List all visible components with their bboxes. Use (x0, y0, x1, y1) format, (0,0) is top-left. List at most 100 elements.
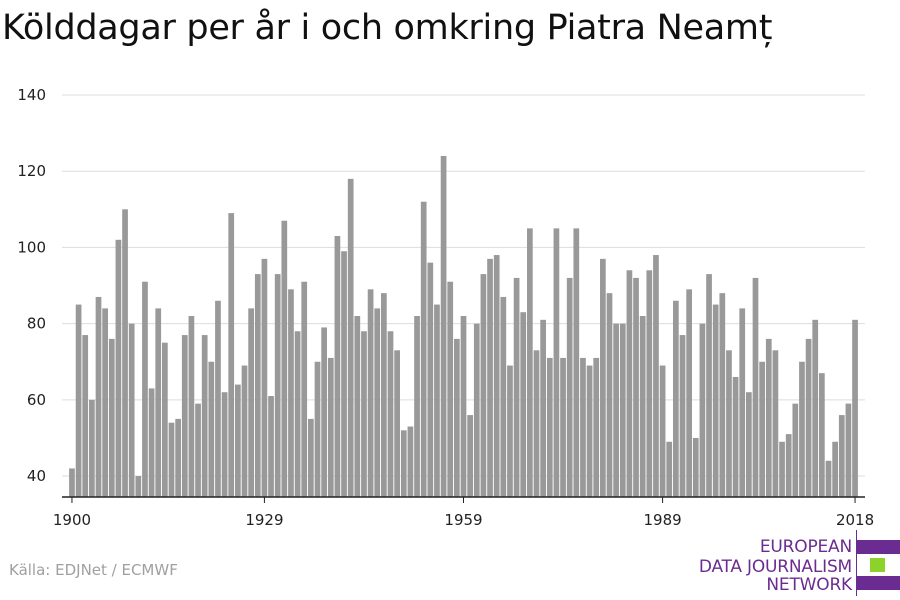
bar-1917 (181, 335, 188, 497)
logo-line-1: EUROPEAN (759, 537, 852, 557)
x-axis-ticks: 1900 1929 1959 1989 2018 (53, 497, 874, 529)
bar-1972 (546, 357, 553, 497)
x-tick-label: 2018 (836, 511, 874, 529)
bar-1937 (314, 361, 321, 497)
bar-1960 (467, 415, 473, 497)
bar-1978 (586, 365, 593, 497)
bar-1968 (520, 312, 527, 497)
bar-1973 (553, 228, 560, 498)
bar-1929 (261, 258, 268, 497)
bar-1956 (440, 155, 447, 497)
bar-1967 (513, 277, 520, 497)
y-axis-ticks: 40 60 80 100 120 140 (17, 86, 46, 485)
bar-1963 (487, 258, 493, 497)
y-tick-label: 140 (17, 86, 46, 104)
bar-1950 (400, 430, 407, 497)
bar-1988 (653, 255, 659, 497)
bar-1927 (248, 308, 254, 497)
bar-1993 (686, 289, 692, 497)
bar-1970 (533, 350, 540, 497)
bar-1996 (706, 274, 712, 497)
bar-2009 (792, 403, 799, 497)
bar-1905 (102, 308, 108, 497)
bar-1911 (142, 281, 148, 497)
bar-1942 (347, 178, 354, 497)
bar-1991 (673, 300, 679, 497)
bar-1962 (480, 274, 487, 497)
bar-1924 (228, 213, 235, 497)
bar-1987 (646, 270, 653, 497)
bar-1913 (155, 308, 162, 497)
bar-1915 (168, 422, 175, 497)
bar-2017 (845, 403, 852, 497)
bar-1918 (188, 316, 195, 497)
logo-bar-bottom (856, 576, 900, 590)
x-tick-label: 1959 (444, 511, 482, 529)
bar-1947 (381, 293, 387, 497)
bar-2018 (852, 319, 858, 497)
logo-line-3: NETWORK (766, 575, 852, 595)
bar-1921 (208, 361, 215, 497)
bar-1912 (148, 388, 155, 497)
bar-2002 (746, 392, 752, 497)
bar-1908 (122, 209, 128, 497)
bar-1959 (460, 316, 467, 497)
bar-1931 (274, 274, 281, 497)
bar-2003 (752, 277, 759, 497)
bar-1935 (301, 281, 308, 497)
bar-1900 (69, 468, 75, 497)
bar-1934 (294, 331, 301, 497)
bar-1966 (507, 365, 513, 497)
y-tick-label: 100 (17, 238, 46, 256)
bar-1938 (321, 327, 327, 497)
bar-1945 (367, 289, 374, 497)
bar-1932 (281, 220, 288, 498)
bar-1985 (633, 277, 639, 497)
bar-1989 (659, 365, 666, 497)
bar-1916 (175, 418, 181, 497)
bar-1983 (619, 323, 626, 497)
bar-2005 (765, 338, 772, 497)
bar-1979 (593, 357, 600, 497)
bar-1961 (473, 323, 480, 497)
bar-1992 (679, 335, 686, 497)
bar-1957 (447, 281, 454, 497)
bar-1955 (434, 304, 440, 497)
bar-1903 (89, 399, 95, 497)
bar-1954 (427, 262, 434, 497)
bar-1941 (341, 251, 347, 497)
bar-1949 (394, 350, 400, 497)
bar-1951 (407, 426, 414, 497)
bar-1922 (215, 300, 221, 497)
bar-1958 (454, 338, 460, 497)
logo-divider (856, 530, 857, 596)
bar-1994 (692, 437, 699, 497)
bar-2012 (812, 319, 819, 497)
bar-1933 (288, 289, 294, 497)
logo-bar-middle (870, 558, 885, 572)
bar-2014 (825, 460, 832, 497)
bar-2013 (819, 373, 825, 497)
bar-1923 (221, 392, 228, 497)
bar-2016 (838, 415, 845, 497)
bar-1930 (268, 396, 274, 497)
y-tick-label: 60 (27, 391, 46, 409)
bar-1939 (327, 357, 334, 497)
bar-1940 (334, 235, 341, 498)
bar-1981 (606, 293, 613, 497)
chart-title: Kölddagar per år i och omkring Piatra Ne… (2, 8, 773, 48)
bar-1902 (82, 335, 89, 497)
logo-line-2: DATA JOURNALISM (698, 557, 852, 577)
bar-2010 (799, 361, 805, 497)
x-tick-label: 1900 (53, 511, 91, 529)
bar-2004 (759, 361, 765, 497)
bar-1936 (308, 418, 314, 497)
bar-1920 (201, 335, 208, 497)
edjnet-logo: EUROPEAN DATA JOURNALISM NETWORK (698, 530, 900, 596)
bar-1969 (527, 228, 533, 498)
source-note: Källa: EDJNet / ECMWF (9, 561, 178, 579)
bar-1943 (354, 316, 361, 497)
bar-1984 (626, 270, 633, 497)
bar-1976 (573, 228, 580, 498)
